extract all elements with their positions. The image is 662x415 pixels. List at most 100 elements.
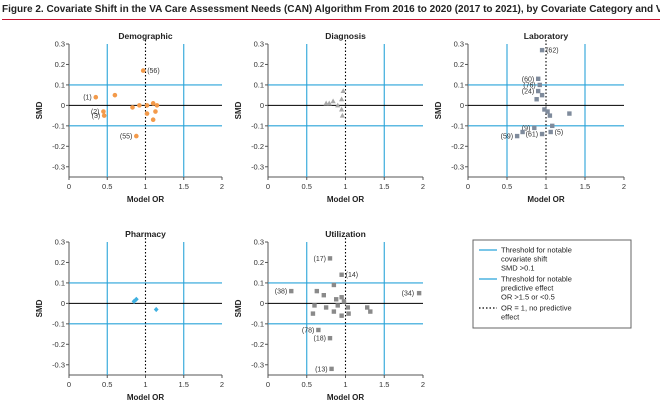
x-tick-label: 1 <box>544 182 548 191</box>
data-point <box>340 88 346 94</box>
y-axis-label: SMD <box>35 299 44 317</box>
data-point <box>101 109 106 114</box>
data-point <box>310 311 316 316</box>
data-point <box>539 47 545 53</box>
panel-utilization: 0.3 0.2 0.1 0 -0.1 -0.2 -0.3 0 0.5 1 1.5 2 Model OR S… <box>234 229 425 402</box>
x-tick-label: 2 <box>421 380 425 389</box>
x-tick-label: 0.5 <box>302 182 312 191</box>
y-tick-label: 0.1 <box>254 80 264 89</box>
y-tick-label: 0.3 <box>55 40 65 49</box>
data-point <box>316 327 321 333</box>
x-tick-label: 2 <box>220 182 224 191</box>
y-tick-label: 0.1 <box>55 80 65 89</box>
data-point <box>327 335 333 341</box>
y-tick-label: 0.2 <box>454 60 464 69</box>
y-tick-label: -0.1 <box>52 121 65 130</box>
x-tick-label: 2 <box>421 182 425 191</box>
data-point <box>542 107 547 112</box>
x-tick-label: 1 <box>143 380 147 389</box>
point-id-label: (14) <box>346 272 358 279</box>
y-tick-label: -0.1 <box>451 121 464 130</box>
y-tick-label: 0 <box>61 299 65 308</box>
point-id-label: (78) <box>302 327 314 334</box>
data-point <box>334 297 339 302</box>
data-point <box>323 305 329 310</box>
point-id-label: (5) <box>555 129 564 136</box>
data-point <box>112 92 118 98</box>
point-id-label: (9) <box>522 125 531 132</box>
panel-title: Pharmacy <box>125 229 166 239</box>
x-axis-label: Model OR <box>327 393 365 402</box>
y-tick-label: -0.3 <box>251 360 264 369</box>
data-point <box>130 105 135 110</box>
point-id-label: (34) <box>402 291 414 298</box>
data-point <box>520 129 525 135</box>
x-tick-label: 0 <box>466 182 470 191</box>
data-point <box>131 298 137 304</box>
y-tick-label: -0.3 <box>52 162 65 171</box>
x-tick-label: 0.5 <box>102 380 112 389</box>
x-tick-label: 0.5 <box>302 380 312 389</box>
data-point <box>339 313 344 318</box>
x-tick-label: 0 <box>266 380 270 389</box>
data-point <box>93 94 99 100</box>
data-point <box>314 288 320 294</box>
y-tick-label: 0.1 <box>454 80 464 89</box>
data-point <box>536 76 541 81</box>
y-tick-label: -0.1 <box>52 319 65 328</box>
point-id-label: (76) <box>523 82 535 89</box>
x-axis-label: Model OR <box>327 195 365 204</box>
x-tick-label: 0 <box>266 182 270 191</box>
data-point <box>289 288 294 294</box>
point-id-label: (38) <box>275 289 287 296</box>
y-tick-label: 0.2 <box>55 60 65 69</box>
point-id-label: (17) <box>314 256 326 263</box>
panel-title: Utilization <box>325 229 366 239</box>
point-id-label: (55) <box>120 134 132 141</box>
data-point <box>537 82 542 88</box>
y-tick-label: 0.2 <box>254 258 264 267</box>
legend-label: covariate shift <box>501 255 548 264</box>
y-tick-label: -0.2 <box>52 142 65 151</box>
data-point <box>154 103 160 108</box>
y-tick-label: -0.2 <box>251 142 264 151</box>
x-tick-label: 1 <box>143 182 147 191</box>
data-point <box>548 129 553 135</box>
y-tick-label: 0.2 <box>254 60 264 69</box>
y-tick-label: -0.1 <box>251 319 264 328</box>
data-point <box>514 133 520 139</box>
y-tick-label: -0.3 <box>251 162 264 171</box>
y-axis-label: SMD <box>234 299 243 317</box>
y-tick-label: 0.3 <box>55 238 65 247</box>
data-point <box>335 102 341 108</box>
panel-title: Laboratory <box>524 31 569 41</box>
panel-diagnosis: 0.3 0.2 0.1 0 -0.1 -0.2 -0.3 0 0.5 1 1.5 2 Model OR S… <box>234 31 425 204</box>
data-point <box>339 295 344 300</box>
data-point <box>536 88 541 94</box>
y-tick-label: -0.2 <box>451 142 464 151</box>
x-tick-label: 1.5 <box>379 182 389 191</box>
data-point <box>339 112 345 118</box>
figure-title: Figure 2. Covariate Shift in the VA Care… <box>2 1 660 20</box>
point-id-label: (1) <box>83 95 92 102</box>
x-tick-label: 2 <box>220 380 224 389</box>
x-tick-label: 2 <box>622 182 626 191</box>
data-point <box>567 111 572 116</box>
data-point <box>365 305 370 310</box>
point-id-label: (62) <box>546 48 558 55</box>
legend-box <box>472 239 632 329</box>
data-point <box>368 309 373 314</box>
data-point <box>153 109 158 114</box>
point-id-label: (56) <box>147 68 159 75</box>
y-tick-label: 0.2 <box>55 258 65 267</box>
data-point <box>331 282 337 288</box>
y-tick-label: 0 <box>260 299 264 308</box>
y-tick-label: -0.2 <box>251 340 264 349</box>
data-point <box>339 106 345 112</box>
legend-label: Threshold for notable <box>501 246 572 255</box>
x-tick-label: 0.5 <box>502 182 512 191</box>
data-point <box>341 299 347 304</box>
